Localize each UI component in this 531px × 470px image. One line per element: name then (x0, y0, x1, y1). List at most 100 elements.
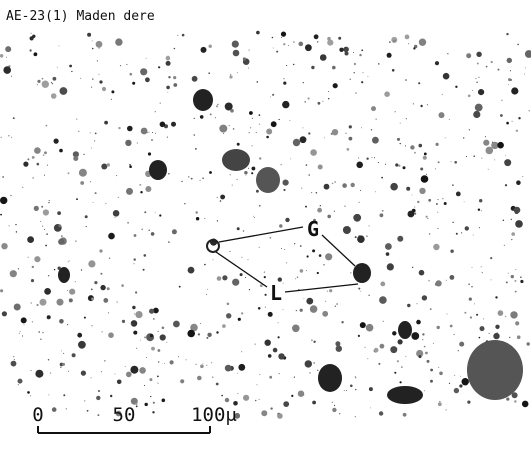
speck (355, 92, 356, 93)
speck (51, 82, 52, 83)
speck (57, 299, 64, 306)
speck (419, 355, 422, 358)
speck (91, 148, 92, 149)
speck (204, 264, 206, 266)
speck (462, 378, 469, 385)
speck (101, 164, 107, 170)
speck (306, 270, 307, 271)
speck (206, 337, 208, 339)
speck (152, 132, 153, 133)
speck (525, 67, 526, 68)
speck (3, 66, 11, 74)
speck (9, 225, 10, 226)
speck (213, 259, 214, 260)
speck (426, 174, 427, 175)
speck (320, 54, 327, 61)
speck (264, 272, 265, 273)
speck (491, 279, 492, 280)
speck (91, 289, 93, 291)
speck (472, 267, 473, 268)
speck (224, 196, 225, 197)
speck (40, 221, 41, 222)
speck (77, 333, 82, 338)
speck (349, 137, 353, 141)
speck (76, 198, 78, 200)
speck (107, 163, 110, 166)
speck (81, 269, 82, 270)
inclusion (58, 267, 70, 283)
speck (207, 289, 208, 290)
speck (317, 41, 318, 42)
speck (417, 303, 418, 304)
speck (328, 98, 329, 99)
speck (394, 372, 396, 374)
speck (80, 181, 84, 185)
speck (466, 156, 467, 157)
speck (158, 66, 160, 68)
speck (468, 95, 471, 98)
speck (283, 283, 284, 284)
speck (389, 41, 390, 42)
speck (207, 333, 211, 337)
speck (517, 335, 521, 339)
speck (464, 312, 466, 314)
speck (327, 291, 328, 292)
speck (121, 284, 124, 287)
speck (420, 105, 422, 107)
speck (249, 50, 250, 51)
speck (360, 291, 361, 292)
speck (238, 364, 245, 371)
speck (90, 181, 91, 182)
speck (387, 263, 394, 270)
speck (37, 80, 40, 83)
speck (281, 164, 282, 165)
speck (454, 375, 455, 376)
speck (238, 318, 241, 321)
speck (173, 321, 180, 328)
speck (449, 119, 450, 120)
speck (244, 171, 247, 174)
speck (210, 113, 212, 115)
speck (58, 224, 61, 227)
speck (371, 157, 372, 158)
speck (374, 348, 379, 353)
speck (255, 344, 256, 345)
speck (217, 104, 218, 105)
speck (10, 270, 17, 277)
speck (406, 118, 407, 119)
speck (489, 333, 490, 334)
speck (133, 331, 137, 335)
speck (219, 125, 227, 133)
speck (237, 143, 240, 146)
speck (98, 390, 100, 392)
speck (405, 356, 406, 357)
speck (428, 199, 431, 202)
speck (22, 336, 23, 337)
speck (367, 358, 368, 359)
speck (294, 243, 295, 244)
speck (125, 366, 126, 367)
speck (436, 143, 439, 146)
speck (170, 360, 174, 364)
speck (104, 360, 105, 361)
speck (277, 413, 283, 419)
speck (465, 226, 469, 230)
speck (76, 119, 77, 120)
speck (378, 363, 380, 365)
speck (23, 162, 28, 167)
speck (463, 137, 464, 138)
scale-label: 100μ (191, 404, 237, 426)
speck (312, 249, 315, 252)
speck (46, 125, 48, 127)
speck (450, 325, 453, 328)
speck (346, 390, 347, 391)
speck (42, 226, 43, 227)
speck (102, 331, 103, 332)
speck (307, 255, 309, 257)
speck (425, 352, 428, 355)
speck (386, 252, 390, 256)
speck (515, 269, 516, 270)
speck (476, 314, 478, 316)
speck (511, 232, 515, 236)
speck (452, 184, 454, 186)
